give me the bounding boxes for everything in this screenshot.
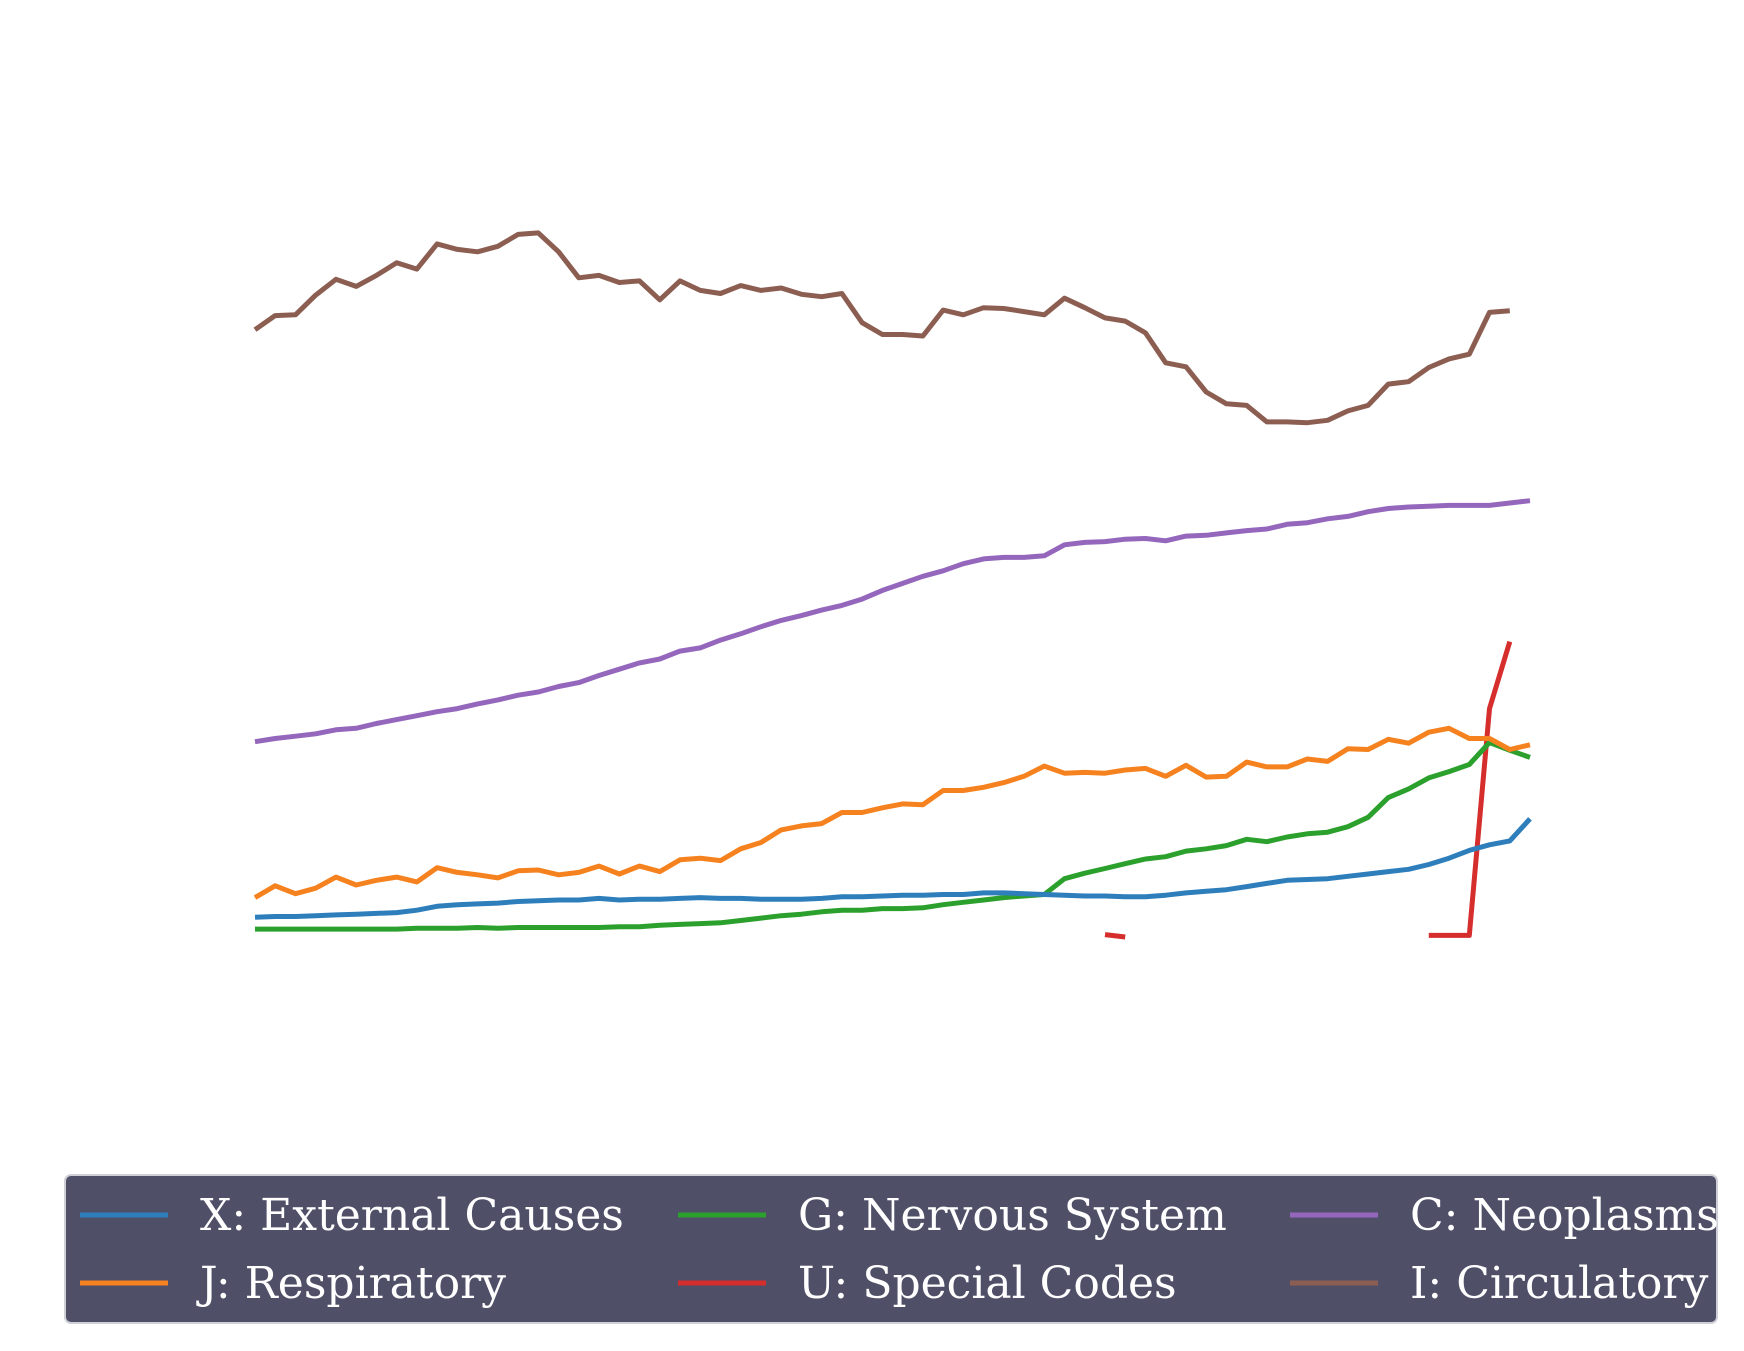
series-line-i bbox=[253, 230, 1510, 426]
legend-entry-c: C: Neoplasms bbox=[1290, 1190, 1719, 1241]
legend-entry-j: J: Respiratory bbox=[80, 1258, 506, 1309]
legend-entry-u: U: Special Codes bbox=[678, 1258, 1177, 1309]
legend-label-x: X: External Causes bbox=[200, 1190, 624, 1241]
legend-label-c: C: Neoplasms bbox=[1410, 1190, 1719, 1241]
legend-label-u: U: Special Codes bbox=[798, 1258, 1177, 1309]
series-line-u bbox=[1104, 640, 1513, 940]
series-line-j bbox=[253, 725, 1531, 900]
series-line-c bbox=[254, 498, 1531, 745]
legend-entry-x: X: External Causes bbox=[80, 1190, 624, 1241]
plot-area bbox=[253, 230, 1532, 940]
legend: X: External Causes J: Respiratory G: Nervo… bbox=[64, 1174, 1719, 1324]
legend-entry-i: I: Circulatory bbox=[1290, 1258, 1708, 1309]
legend-label-g: G: Nervous System bbox=[798, 1190, 1227, 1241]
series-line-g bbox=[255, 740, 1531, 932]
legend-entry-g: G: Nervous System bbox=[678, 1190, 1227, 1241]
series-line-x bbox=[254, 817, 1532, 920]
legend-label-i: I: Circulatory bbox=[1410, 1258, 1708, 1309]
legend-label-j: J: Respiratory bbox=[196, 1258, 506, 1309]
legend-background bbox=[64, 1174, 1718, 1324]
